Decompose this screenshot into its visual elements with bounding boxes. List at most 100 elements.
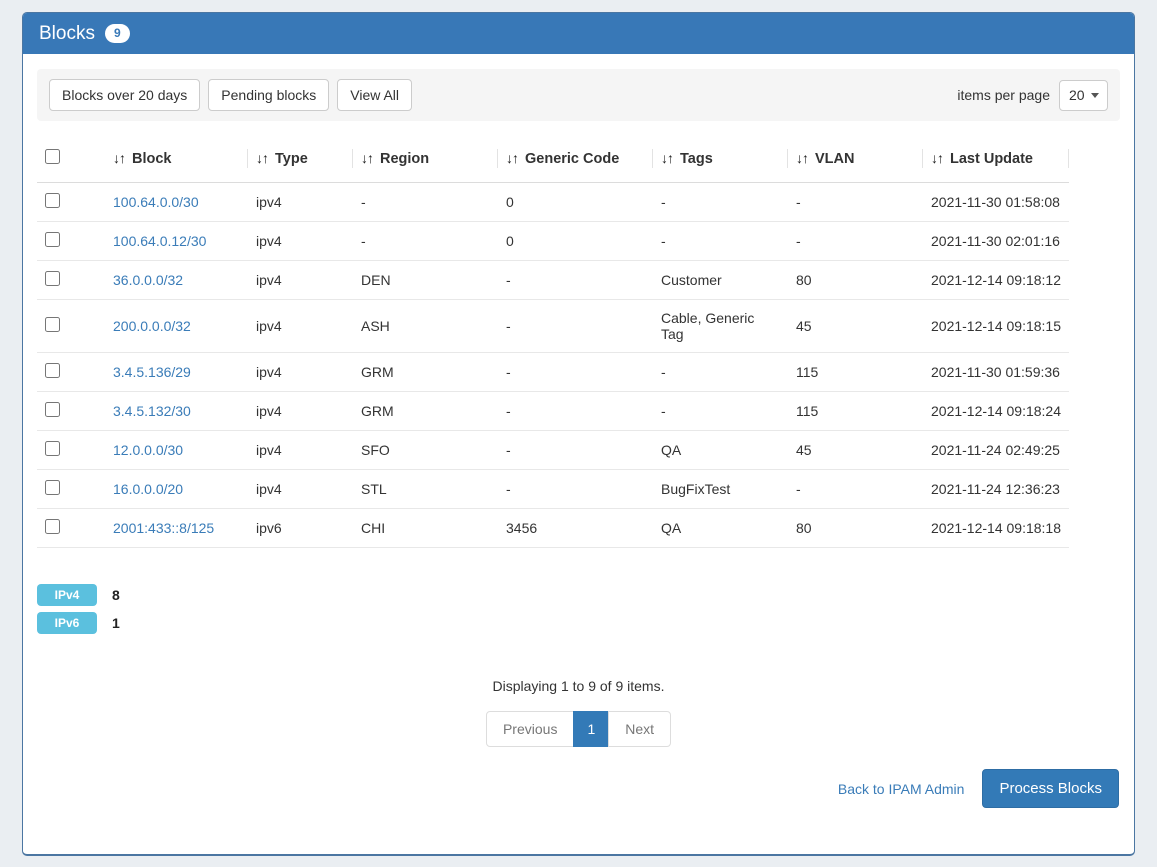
ipv6-count: 1: [112, 615, 120, 631]
column-header-vlan[interactable]: ↓↑ VLAN: [788, 135, 923, 183]
cell-type: ipv4: [248, 299, 353, 353]
blocks-count-badge: 9: [104, 24, 130, 43]
column-label: Type: [275, 151, 308, 167]
column-label: Last Update: [950, 151, 1033, 167]
cell-generic-code: 0: [498, 221, 653, 261]
block-link[interactable]: 2001:433::8/125: [113, 520, 215, 536]
blocks-over-20-days-button[interactable]: Blocks over 20 days: [49, 79, 201, 111]
ipv4-badge: IPv4: [37, 584, 97, 606]
table-row: 16.0.0.0/20 ipv4 STL - BugFixTest -2021-11-24…: [37, 469, 1069, 509]
cell-tags: Customer: [653, 260, 788, 300]
block-link[interactable]: 16.0.0.0/20: [113, 481, 184, 497]
table-row: 100.64.0.0/30 ipv4-0- -2021-11-30 01:58:08: [37, 182, 1069, 222]
cell-vlan: 80: [788, 260, 923, 300]
column-label: Generic Code: [525, 151, 620, 167]
column-header-type[interactable]: ↓↑ Type: [248, 135, 353, 183]
column-header-last-update[interactable]: ↓↑ Last Update: [923, 135, 1069, 183]
cell-type: ipv4: [248, 430, 353, 470]
pending-blocks-button[interactable]: Pending blocks: [208, 79, 330, 111]
cell-block: 12.0.0.0/30: [105, 430, 248, 470]
column-header-region[interactable]: ↓↑ Region: [353, 135, 498, 183]
cell-generic-code: -: [498, 391, 653, 431]
toolbar: Blocks over 20 days Pending blocks View …: [37, 69, 1120, 121]
panel-body: Blocks over 20 days Pending blocks View …: [23, 54, 1134, 808]
ipv6-badge: IPv6: [37, 612, 97, 634]
block-link[interactable]: 3.4.5.132/30: [113, 403, 191, 419]
cell-vlan: 45: [788, 299, 923, 353]
block-link[interactable]: 100.64.0.12/30: [113, 233, 207, 249]
chevron-down-icon: [1091, 92, 1099, 98]
cell-generic-code: -: [498, 469, 653, 509]
block-link[interactable]: 200.0.0.0/32: [113, 318, 191, 334]
pagination: Previous 1 Next: [485, 711, 672, 747]
row-checkbox[interactable]: [45, 402, 60, 417]
cell-type: ipv4: [248, 352, 353, 392]
cell-region: CHI: [353, 508, 498, 548]
block-link[interactable]: 36.0.0.0/32: [113, 272, 184, 288]
sort-icon: ↓↑: [113, 150, 126, 166]
cell-region: GRM: [353, 352, 498, 392]
row-checkbox[interactable]: [45, 193, 60, 208]
table-row: 3.4.5.136/29 ipv4 GRM - -115 2021-11-30 01:59…: [37, 352, 1069, 392]
previous-page-button[interactable]: Previous: [485, 711, 575, 747]
column-label: Tags: [680, 151, 713, 167]
row-checkbox[interactable]: [45, 317, 60, 332]
column-header-block[interactable]: ↓↑ Block: [105, 135, 248, 183]
cell-type: ipv4: [248, 391, 353, 431]
summary-row-ipv4: IPv4 8: [37, 584, 1120, 606]
cell-type: ipv4: [248, 260, 353, 300]
table-row: 100.64.0.12/30 ipv4-0- -2021-11-30 02:01:1…: [37, 221, 1069, 261]
blocks-table: ↓↑ Block ↓↑ Type ↓↑ Region ↓↑ Generic Code ↓↑ Tag…: [37, 135, 1069, 548]
items-per-page-value: 20: [1069, 87, 1085, 103]
cell-generic-code: -: [498, 352, 653, 392]
row-checkbox[interactable]: [45, 232, 60, 247]
cell-vlan: -: [788, 182, 923, 222]
row-checkbox[interactable]: [45, 519, 60, 534]
summary-row-ipv6: IPv6 1: [37, 612, 1120, 634]
cell-vlan: 80: [788, 508, 923, 548]
page-1-button[interactable]: 1: [573, 711, 610, 747]
row-checkbox[interactable]: [45, 363, 60, 378]
cell-type: ipv6: [248, 508, 353, 548]
footer-actions: Back to IPAM Admin Process Blocks: [37, 769, 1120, 808]
cell-tags: Cable, Generic Tag: [653, 299, 788, 353]
sort-icon: ↓↑: [361, 150, 374, 166]
sort-icon: ↓↑: [661, 150, 674, 166]
row-checkbox[interactable]: [45, 271, 60, 286]
sort-icon: ↓↑: [931, 150, 944, 166]
sort-icon: ↓↑: [796, 150, 809, 166]
table-row: 3.4.5.132/30 ipv4 GRM - -115 2021-12-14 09:18…: [37, 391, 1069, 431]
block-link[interactable]: 100.64.0.0/30: [113, 194, 199, 210]
filter-button-group: Blocks over 20 days Pending blocks View …: [49, 79, 413, 111]
table-row: 12.0.0.0/30 ipv4 SFO - QA 45 2021-11-24 02:49:…: [37, 430, 1069, 470]
cell-last-update: 2021-11-24 02:49:25: [923, 430, 1069, 470]
cell-region: SFO: [353, 430, 498, 470]
row-checkbox[interactable]: [45, 441, 60, 456]
back-to-ipam-admin-link[interactable]: Back to IPAM Admin: [837, 780, 965, 797]
displaying-status: Displaying 1 to 9 of 9 items.: [492, 678, 665, 694]
next-page-button[interactable]: Next: [608, 711, 672, 747]
cell-last-update: 2021-11-24 12:36:23: [923, 469, 1069, 509]
view-all-button[interactable]: View All: [337, 79, 413, 111]
block-link[interactable]: 12.0.0.0/30: [113, 442, 184, 458]
block-link[interactable]: 3.4.5.136/29: [113, 364, 191, 380]
column-header-generic-code[interactable]: ↓↑ Generic Code: [498, 135, 653, 183]
sort-icon: ↓↑: [506, 150, 519, 166]
column-label: Region: [380, 151, 430, 167]
panel-heading: Blocks 9: [23, 13, 1134, 54]
cell-generic-code: 3456: [498, 508, 653, 548]
items-per-page-select[interactable]: 20: [1059, 79, 1108, 111]
cell-vlan: 115: [788, 352, 923, 392]
cell-vlan: -: [788, 469, 923, 509]
cell-last-update: 2021-11-30 01:59:36: [923, 352, 1069, 392]
row-checkbox[interactable]: [45, 480, 60, 495]
cell-last-update: 2021-12-14 09:18:12: [923, 260, 1069, 300]
column-header-tags[interactable]: ↓↑ Tags: [653, 135, 788, 183]
cell-type: ipv4: [248, 221, 353, 261]
cell-tags: -: [653, 221, 788, 261]
process-blocks-button[interactable]: Process Blocks: [982, 769, 1119, 808]
type-summary: IPv4 8 IPv6 1: [37, 584, 1120, 634]
cell-region: STL: [353, 469, 498, 509]
select-all-checkbox[interactable]: [45, 149, 60, 164]
cell-vlan: 115: [788, 391, 923, 431]
